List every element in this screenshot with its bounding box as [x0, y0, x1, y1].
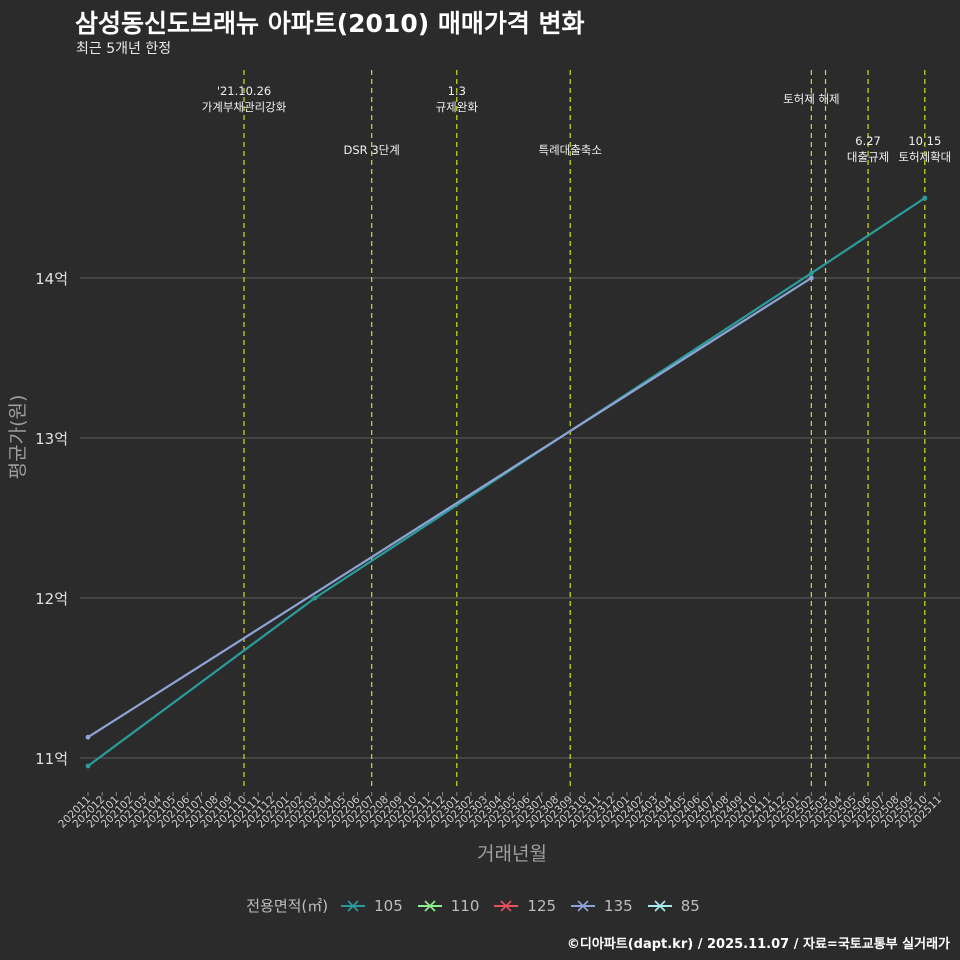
legend-key-105: [341, 899, 366, 912]
event-label: 토허제확대: [898, 150, 951, 164]
legend-item-105: 105: [340, 896, 403, 916]
event-label: 규제완화: [436, 100, 479, 114]
event-label: DSR 3단계: [344, 143, 400, 157]
y-axis-label: 평균가(원): [7, 395, 29, 480]
event-label: '21.10.26: [217, 84, 271, 98]
event-label: 1.3: [448, 84, 466, 98]
event-label: 대출규제: [847, 150, 889, 164]
y-tick-label: 11억: [35, 750, 68, 768]
x-axis-label: 거래년월: [477, 843, 547, 865]
series-point-135: [808, 275, 814, 281]
y-tick-label: 14억: [35, 270, 68, 288]
grid-layer: [80, 277, 960, 759]
legend-label: 125: [527, 896, 557, 915]
series-point-105: [85, 763, 91, 769]
series-point-105: [312, 595, 318, 601]
event-label: 토허제 해제: [783, 92, 840, 106]
event-label: 가계부채관리강화: [202, 100, 287, 114]
series-line-135: [87, 277, 812, 739]
legend-item-110: 110: [417, 896, 480, 916]
chart-title: 삼성동신도브래뉴 아파트(2010) 매매가격 변화: [75, 9, 585, 38]
source-caption: ©디아파트(dapt.kr) / 2025.11.07 / 자료=국토교통부 실…: [566, 937, 950, 952]
event-label: 10.15: [908, 134, 941, 148]
series-point-105: [922, 195, 928, 201]
legend-key-110: [417, 899, 442, 912]
legend-label: 110: [450, 896, 480, 915]
legend-label: 85: [680, 896, 700, 915]
series-point-135: [85, 734, 91, 740]
series-line-105: [87, 197, 926, 767]
y-tick-label: 12억: [35, 590, 68, 608]
event-label: 특례대출축소: [538, 143, 601, 157]
legend-title: 전용면적(㎡): [246, 897, 329, 915]
legend-label: 105: [374, 896, 403, 915]
event-label: 6.27: [855, 134, 881, 148]
series-layer: [85, 195, 928, 769]
x-tick-layer: 2020112020122021012021022021032021042021…: [56, 792, 944, 830]
y-tick-layer: 11억 12억 13억 14억: [35, 270, 68, 768]
chart-subtitle: 최근 5개년 한정: [76, 41, 172, 57]
series-point-105: [808, 270, 814, 276]
legend-label: 135: [604, 896, 633, 915]
legend-items: 105 110 125 135 85: [340, 896, 714, 916]
legend-item-135: 135: [570, 896, 633, 916]
legend-item-85: 85: [647, 896, 700, 916]
legend-key-125: [494, 899, 519, 912]
legend-key-85: [647, 899, 672, 912]
legend-key-135: [571, 899, 596, 912]
legend-item-125: 125: [493, 896, 556, 916]
legend: 전용면적(㎡) 105 110 125 135 85: [0, 895, 960, 916]
y-tick-label: 13억: [35, 430, 68, 448]
